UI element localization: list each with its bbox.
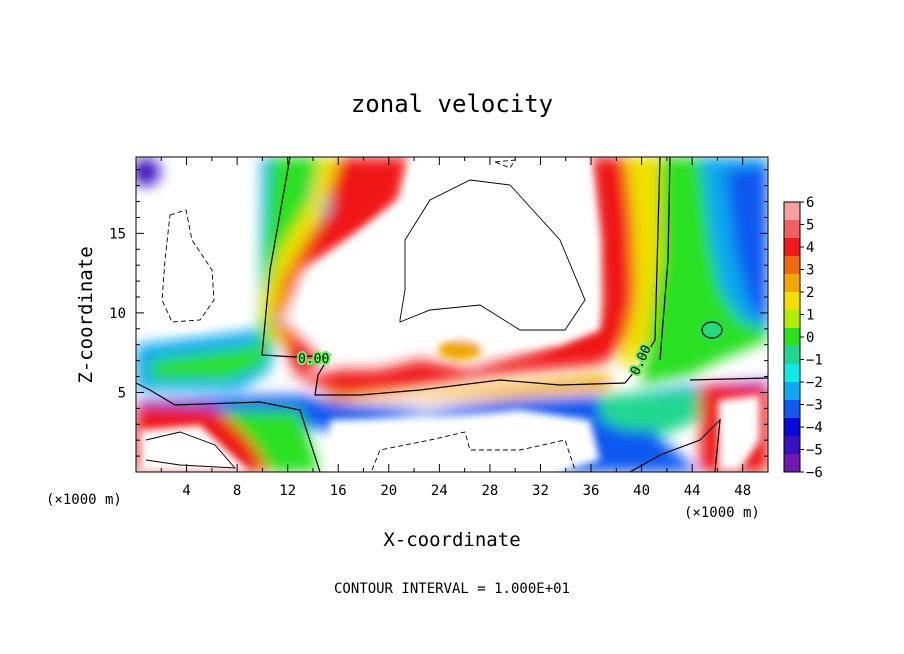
colorbar-tick-label: 6 bbox=[806, 195, 814, 211]
colorbar: 6 5 4 3 2 1 0 −1 −2 −3 −4 −5 −6 bbox=[783, 195, 823, 481]
colorbar-tick-label: 0 bbox=[806, 330, 814, 346]
colorbar-swatch bbox=[784, 238, 800, 257]
contour-interval-note: CONTOUR INTERVAL = 1.000E+01 bbox=[334, 581, 570, 597]
colorbar-tick-label: −2 bbox=[806, 375, 823, 391]
colorbar-tick-label: 2 bbox=[806, 285, 814, 301]
colorbar-tick-label: 1 bbox=[806, 308, 814, 324]
y-tick-label: 15 bbox=[109, 226, 126, 242]
x-tick-label: 28 bbox=[481, 483, 498, 499]
colorbar-swatch bbox=[784, 274, 800, 293]
x-tick-label: 16 bbox=[330, 483, 347, 499]
colorbar-tick-label: 5 bbox=[806, 218, 814, 234]
x-tick-label: 32 bbox=[532, 483, 549, 499]
x-tick-label: 36 bbox=[583, 483, 600, 499]
colorbar-swatch bbox=[784, 418, 800, 437]
x-tick-label: 48 bbox=[734, 483, 751, 499]
heatmap-field bbox=[136, 157, 768, 472]
colorbar-swatch bbox=[784, 292, 800, 311]
y-axis-label: Z-coordinate bbox=[75, 246, 97, 383]
colorbar-tick-label: 3 bbox=[806, 263, 814, 279]
x-tick-label: 20 bbox=[380, 483, 397, 499]
chart-title: zonal velocity bbox=[351, 90, 553, 118]
colorbar-swatch bbox=[784, 400, 800, 419]
x-tick-label: 40 bbox=[633, 483, 650, 499]
x-axis-ticks: 4 8 12 16 20 24 28 32 36 40 44 48 bbox=[160, 157, 751, 499]
x-tick-label: 4 bbox=[182, 483, 190, 499]
colorbar-swatch bbox=[784, 346, 800, 365]
colorbar-tick-label: −4 bbox=[806, 420, 823, 436]
x-tick-label: 8 bbox=[233, 483, 241, 499]
colorbar-tick-label: −6 bbox=[806, 465, 823, 481]
colorbar-swatch bbox=[784, 310, 800, 329]
colorbar-tick-label: −5 bbox=[806, 443, 823, 459]
colorbar-swatch bbox=[784, 220, 800, 239]
colorbar-tick-label: −3 bbox=[806, 398, 823, 414]
x-tick-label: 44 bbox=[684, 483, 701, 499]
colorbar-swatch bbox=[784, 364, 800, 383]
contour-label: 0.00 bbox=[298, 352, 329, 367]
y-tick-label: 5 bbox=[118, 385, 126, 401]
x-tick-label: 12 bbox=[279, 483, 296, 499]
plot-frame bbox=[135, 156, 769, 473]
colorbar-tick-label: −1 bbox=[806, 353, 823, 369]
y-axis-ticks: 5 10 15 bbox=[109, 169, 768, 457]
colorbar-swatch bbox=[784, 436, 800, 455]
x-unit-label-right: (×1000 m) bbox=[684, 505, 760, 521]
x-unit-label: (×1000 m) bbox=[46, 492, 122, 508]
colorbar-swatch bbox=[784, 256, 800, 275]
colorbar-tick-label: 4 bbox=[806, 240, 814, 256]
x-axis-label: X-coordinate bbox=[383, 529, 520, 551]
colorbar-swatch bbox=[784, 454, 800, 473]
y-tick-label: 10 bbox=[109, 306, 126, 322]
x-tick-label: 24 bbox=[431, 483, 448, 499]
colorbar-swatch bbox=[784, 202, 800, 221]
colorbar-swatch bbox=[784, 382, 800, 401]
colorbar-swatch bbox=[784, 328, 800, 347]
